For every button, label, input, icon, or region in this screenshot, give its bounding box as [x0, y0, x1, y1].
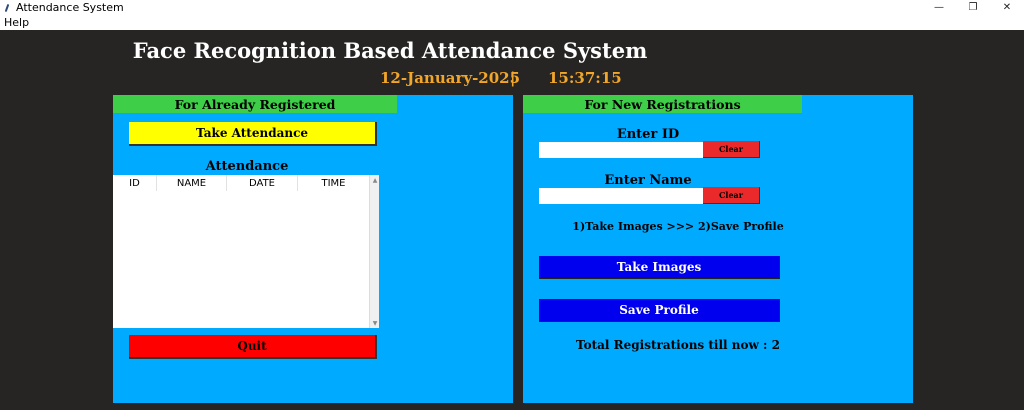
id-input[interactable]: [539, 142, 703, 158]
take-images-button[interactable]: Take Images: [539, 256, 780, 279]
quit-button[interactable]: Quit: [129, 335, 377, 359]
clear-id-button[interactable]: Clear: [703, 141, 760, 158]
window-title: Attendance System: [16, 1, 124, 14]
menu-help[interactable]: Help: [4, 16, 30, 29]
save-profile-button[interactable]: Save Profile: [539, 299, 780, 322]
column-header-name[interactable]: NAME: [157, 175, 227, 191]
attendance-table[interactable]: ID NAME DATE TIME ▲ ▼: [113, 175, 379, 328]
close-button[interactable]: ✕: [1002, 2, 1012, 13]
date-time-separator: |: [510, 69, 516, 87]
menu-bar: Help: [0, 15, 1024, 30]
feather-icon: [4, 3, 10, 13]
take-attendance-button[interactable]: Take Attendance: [129, 122, 377, 146]
attendance-label: Attendance: [205, 159, 289, 174]
column-header-time[interactable]: TIME: [321, 177, 346, 189]
window-controls: — ❐ ✕: [922, 0, 1024, 15]
registered-panel: For Already Registered Take Attendance A…: [113, 95, 513, 403]
page-title: Face Recognition Based Attendance System: [132, 38, 648, 63]
new-registration-panel: For New Registrations Enter ID Clear Ent…: [523, 95, 913, 403]
column-header-id[interactable]: ID: [113, 175, 157, 191]
attendance-table-header: ID NAME DATE TIME: [113, 175, 369, 191]
window-titlebar: Attendance System — ❐ ✕: [0, 0, 1024, 15]
total-registrations-label: Total Registrations till now : 2: [576, 338, 780, 352]
restore-button[interactable]: ❐: [968, 2, 978, 13]
enter-id-label: Enter ID: [616, 127, 680, 142]
table-scrollbar[interactable]: ▲ ▼: [369, 175, 379, 328]
enter-name-label: Enter Name: [604, 173, 692, 188]
minimize-button[interactable]: —: [934, 2, 944, 13]
scroll-up-arrow-icon[interactable]: ▲: [372, 176, 378, 184]
name-input[interactable]: [539, 188, 703, 204]
scroll-down-arrow-icon[interactable]: ▼: [372, 319, 378, 327]
new-registration-panel-heading: For New Registrations: [523, 95, 802, 113]
column-header-date[interactable]: DATE: [227, 175, 298, 191]
registered-panel-heading: For Already Registered: [113, 95, 397, 113]
steps-instructions: 1)Take Images >>> 2)Save Profile: [572, 220, 784, 233]
date-label: 12-January-2025: [380, 69, 521, 87]
clock-label: 15:37:15: [548, 69, 622, 87]
clear-name-button[interactable]: Clear: [703, 187, 760, 204]
